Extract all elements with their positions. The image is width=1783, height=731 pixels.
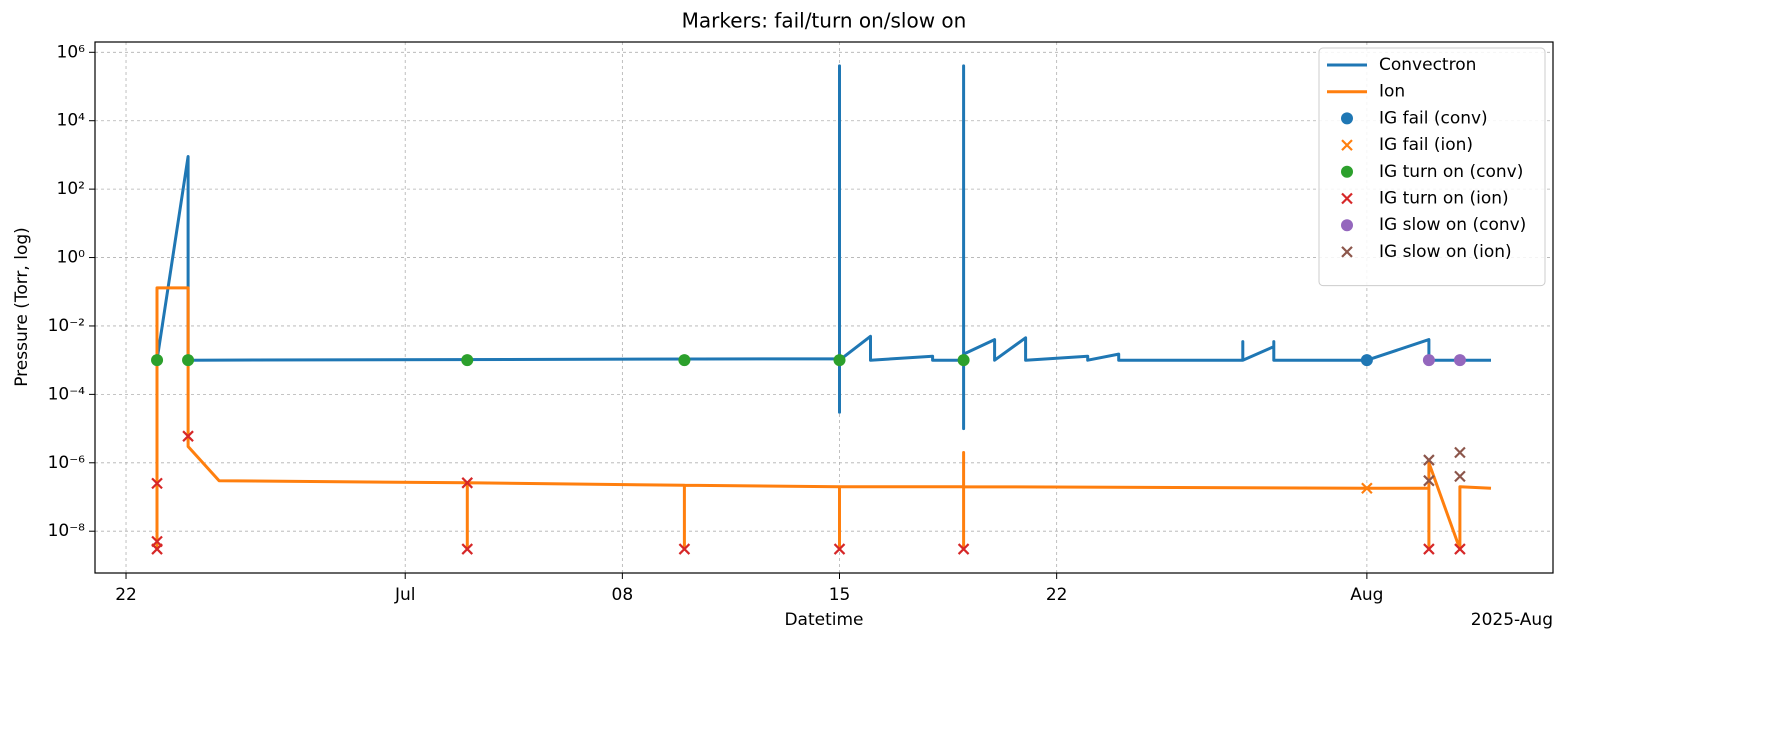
- scatter-point: [151, 477, 163, 490]
- legend-swatch: [1341, 246, 1353, 258]
- x-offset-label: 2025-Aug: [1471, 610, 1553, 630]
- chart-title: Markers: fail/turn on/slow on: [682, 9, 967, 33]
- scatter-point: [1454, 543, 1466, 555]
- y-tick-label: 10⁴: [57, 111, 86, 131]
- legend-label: IG slow on (ion): [1379, 242, 1512, 262]
- legend-swatch: [1341, 139, 1353, 151]
- legend-label: IG turn on (ion): [1379, 189, 1509, 209]
- legend-swatch: [1341, 219, 1353, 232]
- scatter-point: [461, 477, 474, 489]
- y-axis-label: Pressure (Torr, log): [12, 227, 32, 387]
- line-series: [155, 286, 1492, 551]
- scatter-point: [678, 543, 691, 555]
- scatter-point: [1453, 354, 1466, 367]
- legend-swatch: [1341, 112, 1353, 125]
- scatter-point: [151, 535, 163, 548]
- line-series: [155, 64, 1491, 431]
- scatter-point: [678, 354, 691, 367]
- x-tick-label: 08: [612, 585, 634, 605]
- legend-swatch: [1341, 165, 1353, 178]
- scatter-point: [1360, 354, 1373, 367]
- scatter-point: [1454, 470, 1466, 483]
- scatter-point: [1423, 543, 1435, 555]
- legend-label: IG fail (ion): [1379, 135, 1473, 155]
- legend-label: IG turn on (conv): [1379, 162, 1523, 182]
- scatter-point: [182, 430, 194, 442]
- legend-swatch: [1341, 192, 1353, 205]
- plot-area: [151, 64, 1492, 555]
- x-tick-label: 22: [1046, 585, 1068, 605]
- y-tick-label: 10⁻²: [48, 316, 85, 336]
- y-tick-label: 10⁶: [57, 42, 86, 62]
- scatter-point: [461, 543, 474, 555]
- x-tick-label: Jul: [394, 585, 416, 605]
- y-tick-label: 10⁻⁴: [48, 384, 86, 404]
- legend-label: IG slow on (conv): [1379, 215, 1526, 235]
- scatter-point: [1422, 354, 1435, 367]
- y-tick-label: 10⁻⁶: [48, 453, 86, 473]
- legend-label: Convectron: [1379, 55, 1476, 75]
- scatter-point: [957, 543, 970, 555]
- scatter-point: [957, 354, 970, 367]
- legend-box: [1318, 47, 1546, 287]
- scatter-point: [182, 354, 195, 367]
- scatter-point: [1454, 446, 1466, 459]
- x-tick-label: 22: [115, 585, 137, 605]
- scatter-point: [151, 354, 164, 367]
- y-tick-label: 10⁻⁸: [48, 521, 86, 541]
- legend-label: Ion: [1379, 82, 1405, 102]
- scatter-point: [833, 543, 846, 555]
- x-tick-label: Aug: [1350, 585, 1383, 605]
- scatter-point: [1423, 454, 1435, 466]
- scatter-point: [833, 354, 846, 367]
- legend-label: IG fail (conv): [1379, 108, 1488, 128]
- scatter-point: [1423, 474, 1435, 487]
- y-tick-label: 10²: [57, 179, 85, 199]
- x-tick-label: 15: [829, 585, 851, 605]
- plot-frame: [94, 41, 1554, 574]
- x-axis-label: Datetime: [784, 610, 863, 630]
- scatter-point: [1361, 482, 1373, 495]
- scatter-point: [461, 354, 474, 367]
- y-tick-label: 10⁰: [57, 248, 86, 268]
